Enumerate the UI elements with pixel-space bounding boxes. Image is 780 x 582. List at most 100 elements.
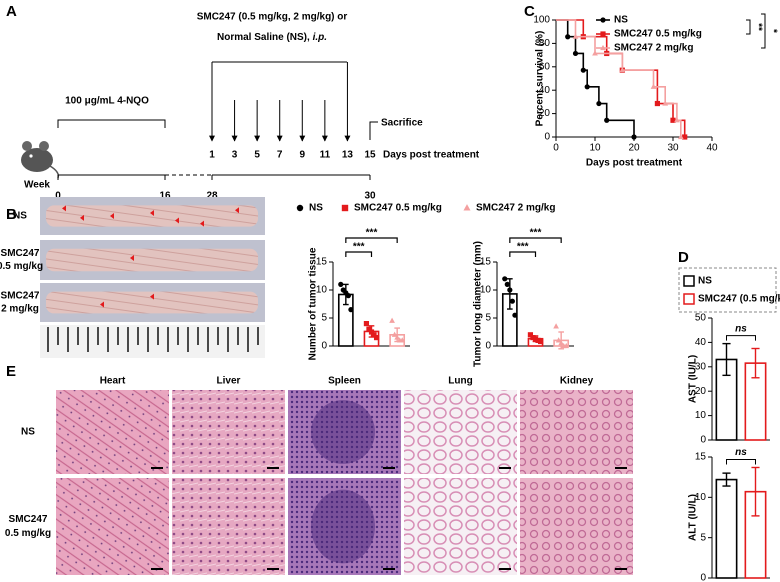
y-tick-label: 40 xyxy=(695,337,707,348)
gross-row-label: NS xyxy=(13,211,27,222)
y-tick-label: 5 xyxy=(485,313,491,324)
panel-label: D xyxy=(678,249,689,266)
y-tick-label: 10 xyxy=(695,492,707,503)
mouse-tail xyxy=(49,165,60,179)
day-number: 11 xyxy=(320,150,331,161)
mouse-ear xyxy=(22,141,32,151)
panel-label: E xyxy=(6,363,16,380)
y-tick-label: 15 xyxy=(695,452,707,463)
y-axis-label: ALT (IU/L) xyxy=(688,494,699,541)
gross-row-label: 2 mg/kg xyxy=(1,304,39,315)
y-tick-label: 15 xyxy=(316,257,328,268)
legend-marker xyxy=(341,204,349,212)
legend-label: NS xyxy=(309,203,323,214)
tumor-marker xyxy=(110,213,114,219)
data-point xyxy=(394,334,401,340)
legend-label: SMC247 0.5 mg/kg xyxy=(614,29,702,40)
y-tick-label: 100 xyxy=(533,15,550,26)
y-tick-label: 0 xyxy=(700,573,706,582)
tumor-marker xyxy=(80,214,84,221)
treatment-text: Normal Saline (NS), xyxy=(217,32,313,43)
panel-label: A xyxy=(6,3,17,20)
data-point xyxy=(558,340,565,346)
tumor-marker xyxy=(62,205,66,212)
y-tick-label: 0 xyxy=(544,132,550,143)
panel-label: C xyxy=(524,3,535,20)
data-point xyxy=(563,342,570,349)
y-tick-label: 40 xyxy=(539,85,551,96)
survival-point xyxy=(619,67,626,73)
legend-label: SMC247 0.5 mg/kg xyxy=(354,203,442,214)
legend-marker xyxy=(296,204,304,212)
histology-image xyxy=(172,478,285,575)
data-point xyxy=(348,307,354,313)
treatment-label: SMC247 (0.5 mg/kg, 2 mg/kg) or xyxy=(197,12,348,23)
histology-column-label: Lung xyxy=(448,376,472,387)
data-point xyxy=(373,335,380,341)
treatment-label: Normal Saline (NS), i.p. xyxy=(217,32,327,43)
survival-point xyxy=(565,34,571,40)
data-point xyxy=(512,312,518,318)
tumor-marker xyxy=(200,220,204,227)
y-axis-label: Number of tumor tissue xyxy=(308,247,319,360)
comparison-bracket xyxy=(726,335,756,341)
comparison-bracket xyxy=(726,458,756,465)
data-point xyxy=(527,332,534,338)
white-pulp xyxy=(311,400,375,464)
survival-point xyxy=(674,117,680,123)
panel-label: B xyxy=(6,206,17,223)
legend-label: SMC247 2 mg/kg xyxy=(476,203,555,214)
legend-marker xyxy=(600,44,606,51)
legend-marker xyxy=(600,17,606,23)
gross-row-label: SMC247 xyxy=(1,248,40,259)
data-point xyxy=(391,331,398,337)
data-point xyxy=(338,281,344,287)
comparison-label: *** xyxy=(353,242,365,253)
survival-point xyxy=(604,117,610,123)
significance-bracket xyxy=(761,13,766,49)
data-point xyxy=(502,276,508,282)
tumor-marker xyxy=(100,301,104,308)
day-number: 15 xyxy=(364,150,376,161)
week-number: 0 xyxy=(55,191,61,202)
day-number: 13 xyxy=(342,150,354,161)
data-point xyxy=(509,298,515,304)
histology-image xyxy=(172,390,285,474)
comparison-bracket xyxy=(345,237,398,243)
histology-image xyxy=(56,478,169,575)
esophagus xyxy=(46,291,258,314)
x-axis-label: Days post treatment xyxy=(586,158,683,169)
data-point xyxy=(389,317,395,323)
comparison-label: *** xyxy=(366,228,378,239)
survival-point xyxy=(631,134,637,140)
x-tick-label: 0 xyxy=(553,143,559,154)
comparison-label: ns xyxy=(735,323,747,334)
histology-row-label: NS xyxy=(21,427,35,438)
survival-point xyxy=(584,84,590,90)
survival-point xyxy=(650,83,657,89)
legend-label: SMC247 (0.5 mg/kg) xyxy=(698,294,780,305)
histology-row-label: SMC247 xyxy=(9,514,48,525)
week-label: Week xyxy=(24,180,50,191)
white-pulp xyxy=(311,489,375,564)
x-tick-label: 20 xyxy=(628,143,640,154)
comparison-label: *** xyxy=(517,242,529,253)
y-tick-label: 10 xyxy=(316,285,328,296)
sacrifice-label: Sacrifice xyxy=(381,118,423,129)
data-point xyxy=(399,337,406,343)
legend-marker xyxy=(683,293,695,305)
data-point xyxy=(366,326,372,332)
x-tick-label: 40 xyxy=(706,143,718,154)
survival-point xyxy=(592,50,598,56)
significance-label: ** xyxy=(752,23,763,31)
histology-image xyxy=(520,390,633,474)
survival-point xyxy=(677,133,684,140)
survival-point xyxy=(670,117,676,123)
histology-column-label: Spleen xyxy=(328,376,361,387)
survival-point xyxy=(596,100,602,107)
mouse-eye xyxy=(29,154,33,158)
tumor-marker xyxy=(150,209,154,216)
week-number: 30 xyxy=(364,191,376,202)
data-point xyxy=(555,337,562,343)
